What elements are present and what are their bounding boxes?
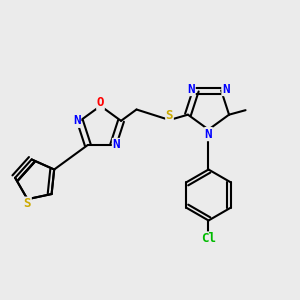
Text: Cl: Cl xyxy=(201,232,216,245)
Text: S: S xyxy=(24,197,31,210)
Text: N: N xyxy=(205,128,212,141)
Text: N: N xyxy=(112,139,120,152)
Text: O: O xyxy=(97,96,104,110)
Text: N: N xyxy=(73,114,81,127)
Text: N: N xyxy=(188,82,195,95)
Text: N: N xyxy=(222,82,230,95)
Text: S: S xyxy=(166,109,173,122)
